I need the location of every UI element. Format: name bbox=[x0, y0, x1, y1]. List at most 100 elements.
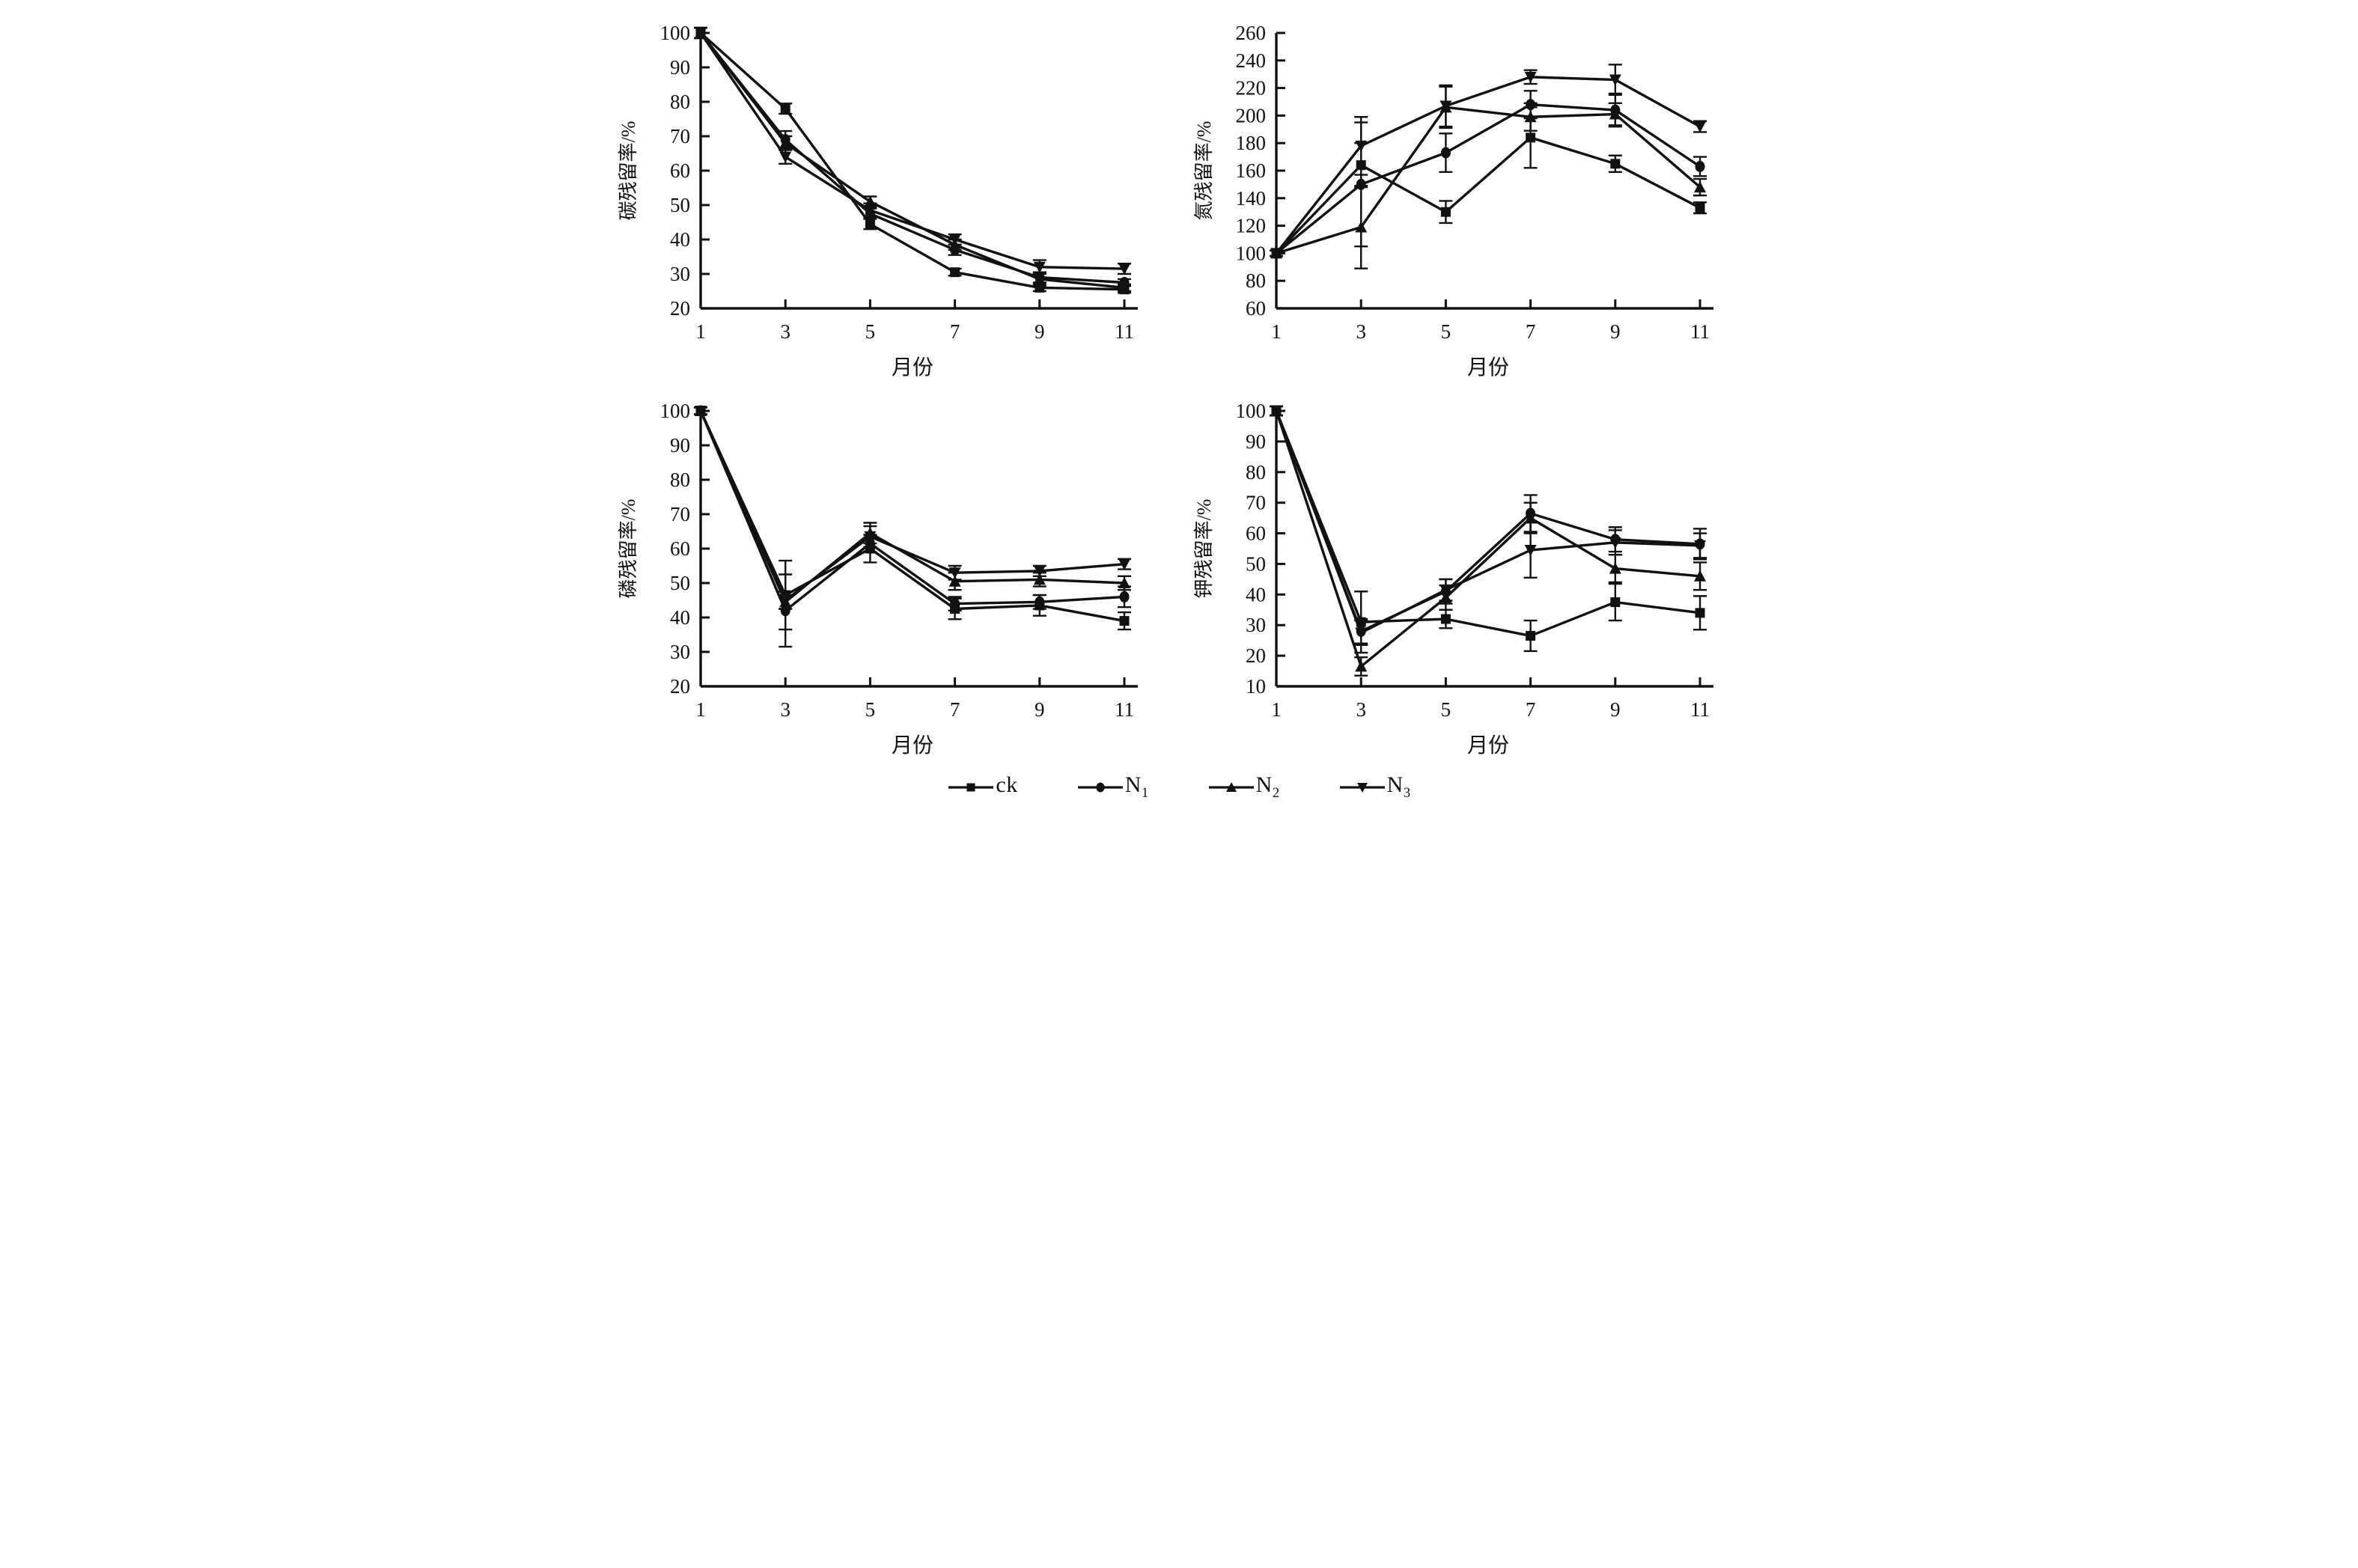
y-tick-label: 100 bbox=[660, 400, 691, 422]
legend-glyph-triangle-up bbox=[1208, 781, 1254, 792]
series-N3 bbox=[1270, 64, 1707, 260]
x-tick-label: 9 bbox=[1610, 320, 1621, 343]
legend-subscript: 1 bbox=[1141, 785, 1149, 801]
series-ck bbox=[694, 26, 1131, 295]
legend-item-n2: N2 bbox=[1207, 774, 1280, 801]
marker-square bbox=[1526, 631, 1536, 641]
x-tick-label: 5 bbox=[1441, 320, 1451, 343]
y-axis-title: 磷残留率/% bbox=[618, 499, 639, 599]
series-line bbox=[1275, 76, 1701, 254]
series-line bbox=[699, 410, 1125, 603]
y-tick-label: 60 bbox=[1246, 297, 1266, 320]
marker-triangle-down bbox=[948, 234, 961, 245]
phosphorus-chart-canvas: 20 30 40 50 60 70 80 90 100 1 3 5 7 9 11 磷残留率/% 月份 bbox=[618, 400, 1138, 757]
y-tick-label: 40 bbox=[670, 606, 690, 629]
series-line bbox=[1275, 410, 1701, 638]
y-tick-label: 50 bbox=[670, 194, 690, 216]
x-tick-label: 7 bbox=[950, 698, 960, 721]
x-tick-label: 3 bbox=[780, 698, 790, 721]
phosphorus-residual-chart: 20 30 40 50 60 70 80 90 100 1 3 5 7 9 11 磷残留率/% 月份 bbox=[612, 388, 1170, 766]
marker-triangle-up bbox=[1524, 111, 1537, 123]
legend-marker-circle bbox=[1076, 778, 1124, 797]
y-tick-label: 160 bbox=[1236, 159, 1267, 182]
x-tick-label: 9 bbox=[1035, 698, 1045, 721]
marker-triangle-down bbox=[1355, 627, 1368, 639]
legend-label-n3: N3 bbox=[1387, 774, 1411, 801]
series-line bbox=[699, 31, 1125, 291]
legend-label-ck: ck bbox=[996, 774, 1017, 801]
series-line bbox=[699, 410, 1125, 623]
series-line bbox=[1276, 106, 1702, 255]
marker-triangle-down bbox=[1524, 545, 1537, 557]
x-tick-label: 1 bbox=[695, 320, 706, 343]
marker-triangle-down bbox=[1524, 71, 1537, 83]
marker-triangle-up bbox=[1694, 570, 1706, 582]
x-tick-label: 1 bbox=[1271, 320, 1282, 343]
series-N2 bbox=[694, 26, 1131, 293]
marker-circle bbox=[1035, 596, 1045, 608]
marker-square bbox=[1526, 132, 1536, 143]
y-tick-label: 40 bbox=[670, 228, 690, 251]
marker-square bbox=[1119, 616, 1130, 626]
marker-square bbox=[1695, 608, 1705, 618]
y-tick-label: 120 bbox=[1236, 215, 1267, 237]
series-N1 bbox=[1270, 405, 1707, 644]
x-tick-label: 3 bbox=[1356, 320, 1366, 343]
legend-glyph-triangle-down bbox=[1339, 782, 1385, 793]
legend-item-ck: ck bbox=[947, 774, 1017, 801]
series-line bbox=[699, 31, 1125, 284]
y-tick-label: 80 bbox=[670, 91, 690, 113]
series-line bbox=[1275, 410, 1701, 635]
legend-item-n3: N3 bbox=[1338, 774, 1411, 801]
y-tick-label: 80 bbox=[1246, 461, 1266, 483]
legend-label-n1: N1 bbox=[1125, 774, 1149, 801]
marker-triangle-up bbox=[1609, 108, 1621, 120]
y-tick-label: 100 bbox=[1236, 400, 1267, 422]
y-tick-label: 30 bbox=[670, 641, 690, 663]
legend-text: N bbox=[1386, 772, 1404, 797]
series-line bbox=[1275, 103, 1701, 254]
marker-triangle-down bbox=[1118, 263, 1130, 275]
y-tick-label: 70 bbox=[1246, 492, 1266, 514]
marker-circle bbox=[780, 605, 790, 617]
marker-triangle-up bbox=[1609, 562, 1621, 574]
y-tick-label: 50 bbox=[670, 572, 690, 594]
y-tick-label: 90 bbox=[670, 56, 690, 79]
y-tick-label: 140 bbox=[1236, 187, 1267, 210]
x-axis-title: 月份 bbox=[892, 733, 933, 757]
legend-subscript: 2 bbox=[1272, 785, 1280, 801]
y-tick-label: 60 bbox=[1246, 522, 1266, 545]
y-axis-title: 钾残留率/% bbox=[1193, 499, 1215, 599]
series-N3 bbox=[694, 26, 1131, 275]
chart-grid: 20 30 40 50 60 70 80 90 100 1 3 5 7 9 11 碳残留率/% 月份 60 80 1… bbox=[590, 10, 1769, 766]
series-line bbox=[1275, 410, 1701, 669]
marker-circle bbox=[1356, 178, 1366, 190]
marker-square bbox=[780, 103, 790, 114]
marker-triangle-down bbox=[1609, 74, 1621, 86]
series-N3 bbox=[694, 406, 1131, 610]
marker-triangle-up bbox=[1355, 221, 1368, 233]
y-tick-label: 260 bbox=[1236, 22, 1267, 44]
marker-circle bbox=[1096, 782, 1105, 793]
marker-triangle-down bbox=[695, 406, 707, 417]
y-axis-title: 碳残留率/% bbox=[618, 121, 639, 221]
marker-triangle-down bbox=[1440, 100, 1452, 112]
legend-subscript: 3 bbox=[1403, 785, 1411, 801]
marker-triangle-down bbox=[864, 204, 877, 216]
y-tick-label: 180 bbox=[1236, 132, 1267, 154]
nitrogen-chart-canvas: 60 80 100 120 140 160 180 200 220 240 260 1 3 5 7 9 11 氮残… bbox=[1193, 22, 1713, 379]
series-ck bbox=[1270, 405, 1707, 654]
x-tick-label: 11 bbox=[1115, 698, 1134, 721]
marker-square bbox=[1610, 159, 1621, 169]
marker-triangle-down bbox=[948, 567, 961, 579]
x-tick-label: 7 bbox=[1526, 320, 1536, 343]
legend-glyph-circle bbox=[1077, 782, 1123, 793]
legend-glyph-square bbox=[948, 783, 994, 792]
y-tick-label: 20 bbox=[1246, 644, 1266, 667]
potassium-chart-canvas: 10 20 30 40 50 60 70 80 90 100 1 3 5 7 9 11 钾残留率/% 月份 bbox=[1193, 400, 1713, 757]
marker-triangle-down bbox=[695, 28, 707, 39]
marker-triangle-down bbox=[1118, 558, 1130, 570]
marker-triangle-down bbox=[779, 595, 792, 606]
marker-triangle-up bbox=[1355, 660, 1368, 672]
series-line bbox=[1275, 135, 1701, 254]
